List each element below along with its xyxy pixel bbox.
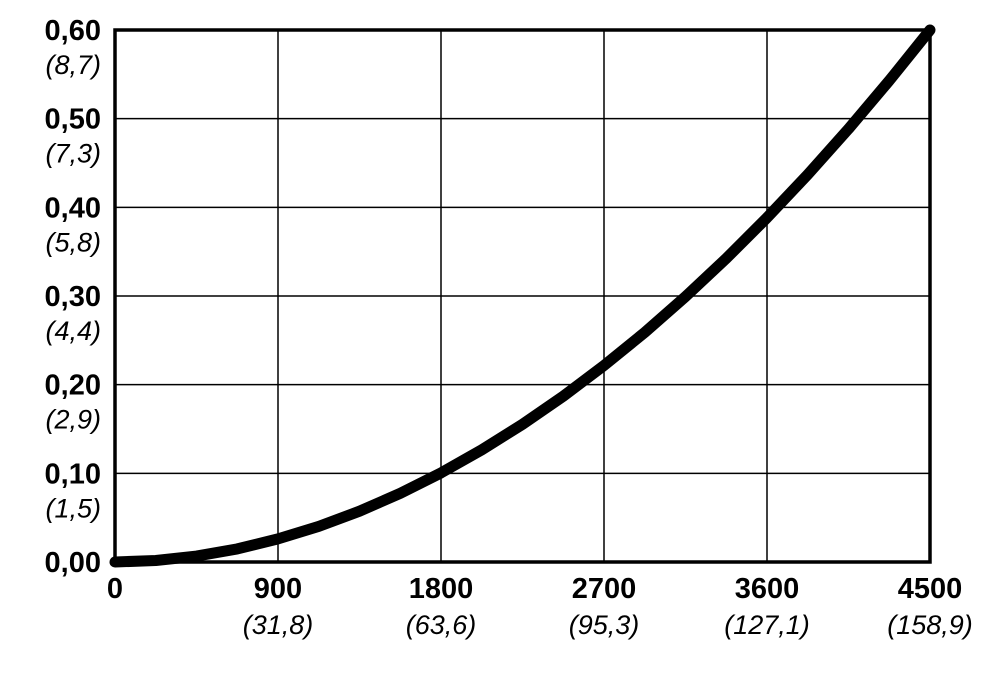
x-tick-secondary-label: (127,1) [724, 610, 810, 640]
x-tick-label: 2700 [572, 573, 637, 605]
x-tick-secondary-label: (95,3) [569, 610, 640, 640]
y-tick-label: 0,00 [45, 547, 101, 579]
x-tick-secondary-label: (158,9) [887, 610, 973, 640]
y-tick-secondary-label: (4,4) [45, 316, 101, 346]
x-tick-label: 0 [107, 573, 123, 605]
y-tick-label: 0,60 [45, 15, 101, 47]
y-tick-label: 0,40 [45, 192, 101, 224]
x-tick-label: 900 [254, 573, 302, 605]
y-tick-secondary-label: (8,7) [45, 50, 101, 80]
plot-border [113, 28, 932, 564]
x-tick-label: 4500 [898, 573, 963, 605]
y-tick-label: 0,50 [45, 104, 101, 136]
y-tick-secondary-label: (7,3) [45, 139, 101, 169]
data-curve [109, 24, 936, 568]
x-tick-label: 3600 [735, 573, 800, 605]
x-tick-label: 1800 [409, 573, 474, 605]
y-tick-label: 0,30 [45, 281, 101, 313]
y-tick-secondary-label: (5,8) [45, 227, 101, 257]
x-tick-secondary-label: (63,6) [406, 610, 477, 640]
y-tick-secondary-label: (2,9) [45, 405, 101, 435]
x-tick-secondary-label: (31,8) [243, 610, 314, 640]
y-tick-label: 0,10 [45, 458, 101, 490]
y-tick-label: 0,20 [45, 370, 101, 402]
y-tick-secondary-label: (1,5) [45, 493, 101, 523]
